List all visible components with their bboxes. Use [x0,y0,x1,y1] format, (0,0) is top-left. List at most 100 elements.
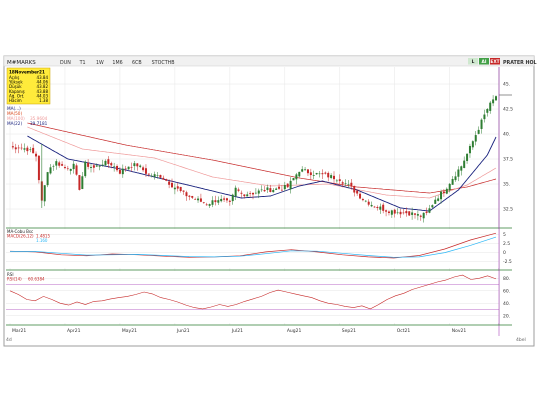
candle-body [275,188,278,190]
candle-body [373,206,376,208]
candle-body [107,159,110,164]
candle-body [136,163,139,167]
right-tab[interactable] [490,58,500,65]
candle-body [153,174,156,177]
macd-tick-label: 2.5 [503,241,510,247]
price-legend-label: MA(50) [7,111,22,116]
tooltip-value: 43.84 [37,75,49,80]
right-tab-label: EXT [490,59,499,65]
candle-body [416,214,419,216]
candle-body [35,153,38,157]
candle-body [133,163,136,167]
candle-body [286,183,289,188]
candle-body [92,165,95,168]
time-tick-label: Jul21 [231,328,243,334]
candle-body [304,169,307,171]
candle-body [370,204,373,207]
toolbar-item[interactable]: 1M6 [112,60,122,66]
macd-tick-label: 5 [503,232,506,238]
tooltip-box [6,67,51,105]
candle-body [379,206,382,210]
candle-body [289,180,292,190]
candle-body [445,188,448,194]
price-legend-label: MA(...) [7,106,21,111]
candle-body [266,187,269,190]
candle-body [43,185,46,202]
candle-body [292,178,295,181]
candle-body [75,165,78,175]
price-tick-label: 40. [503,132,510,138]
candles [11,95,497,223]
time-tick-label: Mar21 [12,328,26,334]
tooltip-label: Düşük [9,84,22,89]
candle-body [156,174,159,176]
candle-body [327,172,330,178]
candle-body [61,164,64,166]
candle-body [390,210,393,215]
candle-body [263,190,266,192]
candle-body [217,200,220,203]
candle-body [205,204,208,206]
toolbar-item[interactable]: DUN [60,60,71,66]
candle-body [225,198,228,201]
candle-body [173,187,176,190]
rsi-tick-label: 80. [503,276,510,282]
candle-body [312,175,315,176]
candle-body [69,168,72,171]
candle-body [269,188,272,192]
candle-body [55,161,58,166]
candle-body [124,168,127,170]
right-tab[interactable] [468,58,478,65]
candle-body [121,168,124,175]
candle-body [278,186,281,189]
candle-body [199,198,202,202]
ma-short-line [27,135,497,212]
candle-body [442,191,445,194]
candle-body [428,208,431,213]
toolbar-item[interactable]: 1W [96,60,104,66]
candle-body [32,147,35,154]
price-tick-label: 32.5 [503,207,513,213]
candle-body [350,182,353,187]
ohlc-tooltip: 18November21 Açılış 43.84 Yüksek 44.06 Düşük… [6,67,51,105]
candle-body [466,153,469,161]
rsi-line [9,274,497,310]
candle-body [165,179,168,181]
candle-body [113,166,116,168]
toolbar-item[interactable]: STOCTHB [152,60,175,66]
toolbar-item[interactable]: 6CB [132,60,142,66]
tooltip-label: Hacim [9,98,22,103]
rsi-path [9,274,497,310]
toolbar-item[interactable]: T1 [79,60,86,66]
symbol-label[interactable]: M#MARKS [7,60,36,66]
candle-body [353,185,356,193]
candle-body [214,200,217,203]
candle-body [260,189,263,191]
right-tab[interactable] [479,58,489,65]
candle-body [321,173,324,175]
candle-body [341,182,344,184]
candle-body [425,211,428,213]
right-tabs: L AI EXT [468,58,500,65]
candle-body [347,184,350,185]
rsi-tick-label: 20. [503,313,510,319]
tooltip-value: 44.03 [37,93,49,98]
footer-right: 4bel [516,337,526,343]
candle-body [385,210,388,212]
candle-body [359,193,362,199]
candle-body [338,179,341,182]
candle-body [188,195,191,197]
candle-body [78,175,81,190]
candle-body [237,189,240,191]
candle-body [376,206,379,209]
rsi-legend-label: RSI [7,272,14,277]
candle-body [411,212,414,215]
candle-body [483,114,486,120]
toolbar-items: DUN T1 1W 1M6 6CB STOCTHB [60,60,175,66]
brand-label: PRATER HOL [503,60,537,66]
candle-body [144,168,147,174]
candle-body [306,169,309,174]
tooltip-label: Açılış [9,75,19,80]
candle-body [139,165,142,167]
